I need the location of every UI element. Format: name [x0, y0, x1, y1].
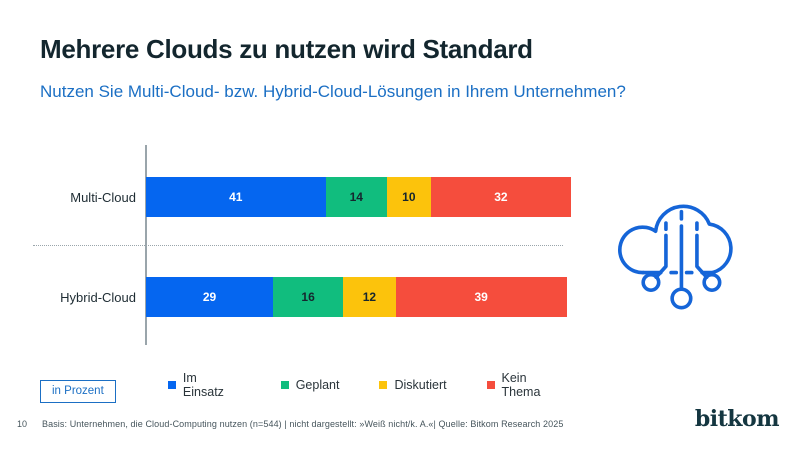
bar-segment: 16: [273, 277, 344, 317]
value-label: 32: [494, 190, 508, 204]
chart-row: Multi-Cloud 41 14 10 32: [0, 177, 571, 217]
legend-label: Kein Thema: [501, 371, 541, 399]
bar-segment: 41: [146, 177, 326, 217]
value-label: 39: [474, 290, 488, 304]
bar-track: 41 14 10 32: [146, 177, 571, 217]
separator-dotted-line: [33, 245, 563, 246]
page-title: Mehrere Clouds zu nutzen wird Standard: [40, 34, 533, 64]
legend-swatch-icon: [379, 381, 388, 389]
chart-row: Hybrid-Cloud 29 16 12 39: [0, 277, 571, 317]
page-subtitle: Nutzen Sie Multi-Cloud- bzw. Hybrid-Clou…: [40, 82, 626, 101]
legend-label: Geplant: [295, 378, 340, 392]
legend-item: Kein Thema: [486, 371, 568, 399]
bar-segment: 32: [430, 177, 571, 217]
legend-swatch-icon: [168, 381, 176, 389]
chart-legend: Im Einsatz Geplant Diskutiert Kein Thema: [168, 371, 568, 399]
value-label: 12: [362, 290, 377, 304]
value-label: 10: [402, 190, 416, 204]
footnote: Basis: Unternehmen, die Cloud-Computing …: [42, 419, 564, 429]
cloud-computing-icon: [618, 204, 733, 310]
legend-swatch-icon: [486, 381, 495, 389]
value-label: 14: [349, 190, 363, 204]
bar-segment: 12: [343, 277, 396, 317]
bar-segment: 39: [395, 277, 567, 317]
unit-box: in Prozent: [40, 380, 116, 403]
bar-segment: 29: [146, 277, 274, 317]
legend-item: Diskutiert: [379, 378, 447, 392]
value-label: 16: [301, 290, 315, 304]
bar-segment: 14: [325, 177, 387, 217]
legend-label: Im Einsatz: [182, 371, 224, 399]
legend-label: Diskutiert: [394, 378, 447, 392]
category-label: Hybrid-Cloud: [60, 289, 136, 305]
legend-item: Geplant: [280, 378, 340, 392]
stacked-bar-chart: Multi-Cloud 41 14 10 32 Hybrid-Cloud 29 16 12 39: [0, 145, 600, 350]
legend-swatch-icon: [280, 381, 289, 389]
bitkom-logo: bitkom: [694, 406, 780, 432]
page-number: 10: [17, 419, 28, 429]
value-label: 41: [229, 190, 243, 204]
category-label: Multi-Cloud: [70, 189, 136, 205]
bar-segment: 10: [386, 177, 431, 217]
bar-track: 29 16 12 39: [146, 277, 571, 317]
value-label: 29: [202, 290, 217, 304]
legend-item: Im Einsatz: [168, 371, 241, 399]
